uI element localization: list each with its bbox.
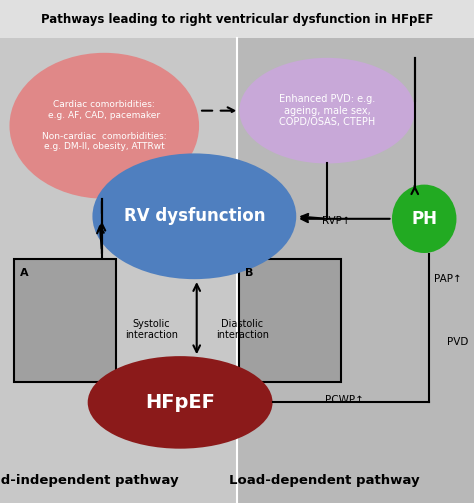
Text: PH: PH [411,210,437,228]
Text: RV dysfunction: RV dysfunction [124,207,265,225]
Ellipse shape [392,185,456,253]
Text: Cardiac comorbidities:
e.g. AF, CAD, pacemaker

Non-cardiac  comorbidities:
e.g.: Cardiac comorbidities: e.g. AF, CAD, pac… [42,101,166,151]
Text: Load-dependent pathway: Load-dependent pathway [229,474,420,487]
FancyBboxPatch shape [14,259,116,382]
Text: PVD: PVD [447,337,468,347]
FancyBboxPatch shape [239,259,341,382]
Text: A: A [20,268,28,278]
Bar [237,38,474,503]
Ellipse shape [239,58,415,163]
Bar [0,38,237,503]
Ellipse shape [88,356,273,449]
Bar [0,0,474,38]
Text: PAP↑: PAP↑ [434,274,462,284]
Ellipse shape [9,53,199,199]
Text: HFpEF: HFpEF [145,393,215,412]
Text: B: B [245,268,254,278]
Text: Pathways leading to right ventricular dysfunction in HFpEF: Pathways leading to right ventricular dy… [41,13,433,26]
Text: Enhanced PVD: e.g.
ageing, male sex,
COPD/OSAS, CTEPH: Enhanced PVD: e.g. ageing, male sex, COP… [279,94,375,127]
Text: Systolic
interaction: Systolic interaction [125,319,178,340]
Text: Diastolic
interaction: Diastolic interaction [216,319,269,340]
Ellipse shape [92,153,296,279]
Text: PCWP↑: PCWP↑ [325,395,364,405]
Text: RVP↑: RVP↑ [322,216,351,226]
Text: Load-independent pathway: Load-independent pathway [0,474,178,487]
